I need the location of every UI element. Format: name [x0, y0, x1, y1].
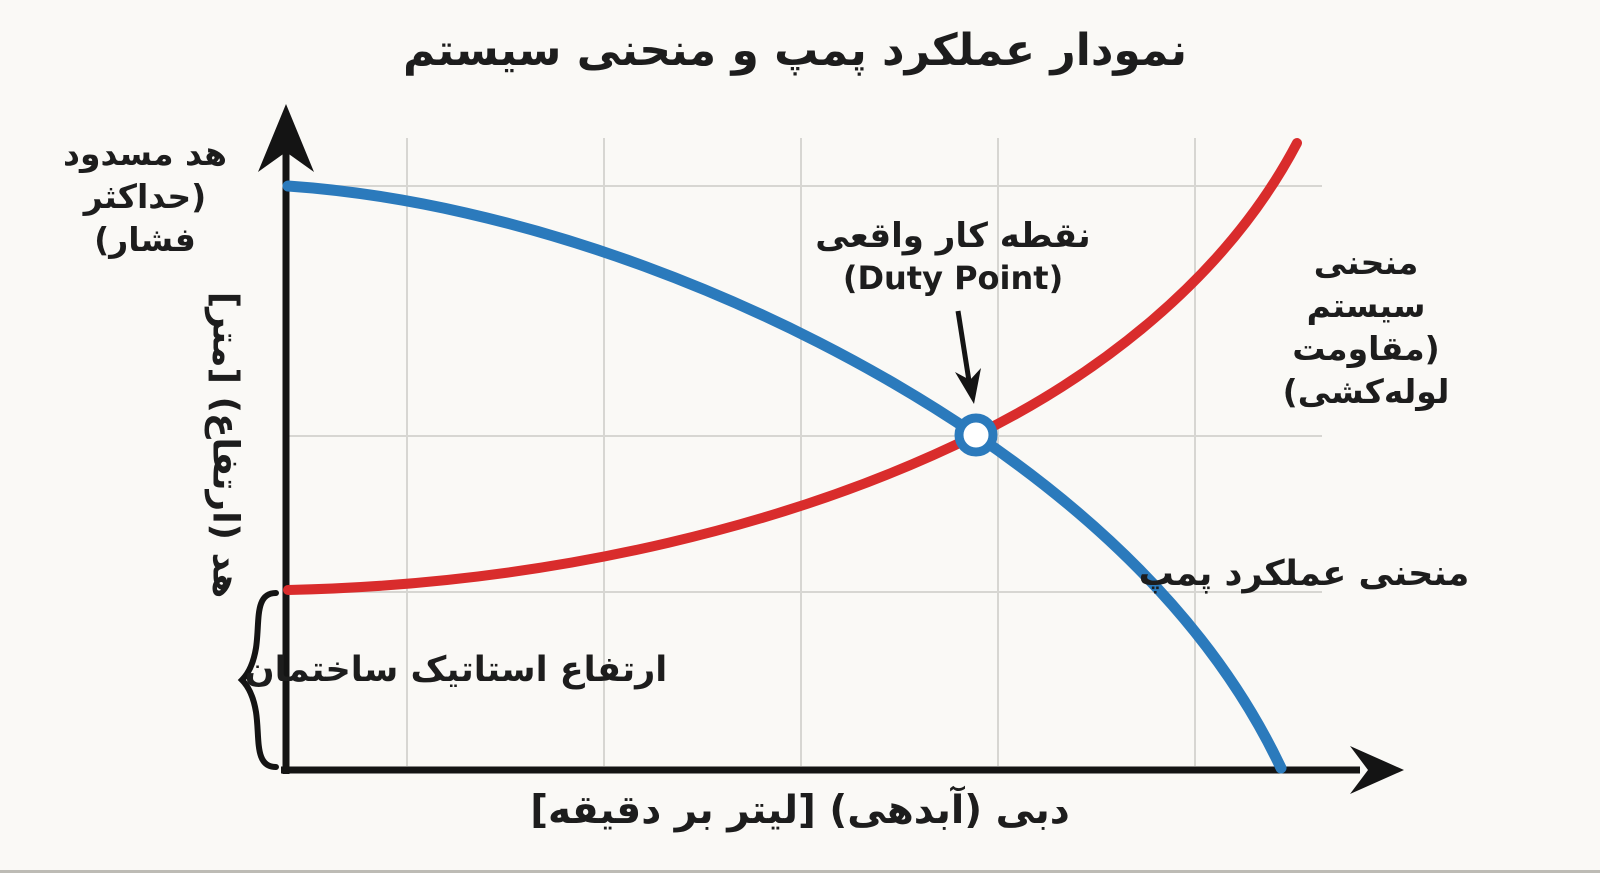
system-curve: [283, 138, 1302, 595]
duty-arrow-head-icon: [955, 368, 981, 404]
axes: [258, 104, 1404, 794]
duty-point-line2: (Duty Point): [842, 259, 1064, 298]
shutoff-head-label: هد مسدود (حداکثر فشار): [30, 133, 260, 262]
duty-point-marker: [954, 413, 998, 457]
duty-point-line1: نقطه کار واقعی: [815, 216, 1091, 256]
y-axis-label: هد (ارتفاع) [متر]: [204, 291, 246, 599]
shutoff-head-line2: (حداکثر فشار): [83, 176, 207, 259]
shutoff-head-line1: هد مسدود: [63, 134, 227, 173]
page-title: نمودار عملکرد پمپ و منحنی سیستم: [402, 25, 1188, 76]
system-curve-label: منحنی سیستم (مقاومت لوله‌کشی): [1249, 242, 1483, 414]
bottom-edge-line: [0, 870, 1600, 873]
x-axis-arrowhead-icon: [1350, 746, 1404, 794]
static-height-label: ارتفاع استاتیک ساختمان: [244, 650, 668, 690]
x-axis-label: دبی (آبدهی) [لیتر بر دقیقه]: [530, 788, 1070, 833]
pump-curve: [282, 180, 1287, 774]
gridlines: [289, 138, 1322, 766]
system-curve-line1: منحنی سیستم: [1306, 243, 1426, 325]
duty-arrow-shaft: [955, 310, 972, 382]
pump-curve-label: منحنی عملکرد پمپ: [1138, 554, 1470, 594]
duty-point-label: نقطه کار واقعی (Duty Point): [815, 214, 1090, 300]
static-height-brace-icon: [237, 590, 279, 770]
y-axis-arrowhead-icon: [258, 104, 314, 172]
duty-point-arrow: [955, 310, 981, 404]
system-curve-line2: (مقاومت لوله‌کشی): [1282, 328, 1450, 411]
